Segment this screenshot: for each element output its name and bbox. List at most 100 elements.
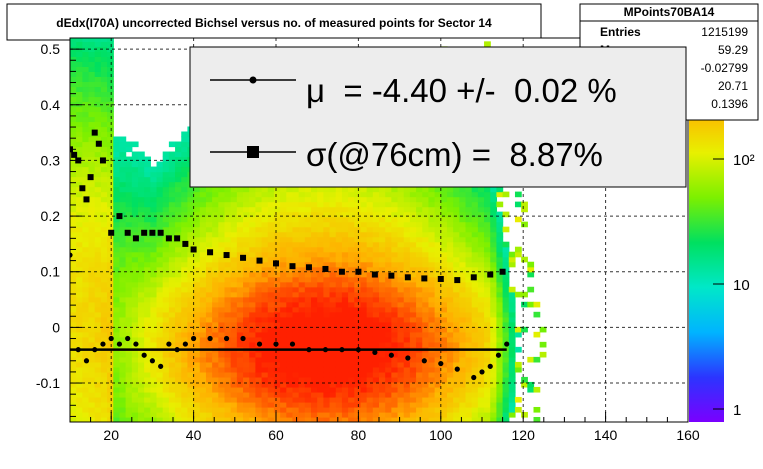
heatmap-cell bbox=[428, 336, 436, 343]
heatmap-cell bbox=[372, 376, 380, 383]
heatmap-cell bbox=[107, 216, 114, 223]
heatmap-cell bbox=[249, 311, 256, 318]
heatmap-cell bbox=[249, 286, 256, 293]
heatmap-cell bbox=[212, 196, 219, 203]
heatmap-cell bbox=[360, 216, 368, 223]
heatmap-cell bbox=[273, 271, 281, 278]
heatmap-cell bbox=[311, 281, 318, 288]
heatmap-cell bbox=[88, 121, 96, 128]
heatmap-cell bbox=[205, 376, 213, 383]
heatmap-cell bbox=[366, 411, 374, 418]
heatmap-cell bbox=[422, 371, 430, 378]
heatmap-cell bbox=[292, 326, 300, 333]
heatmap-cell bbox=[273, 216, 281, 223]
heatmap-cell bbox=[502, 381, 510, 388]
heatmap-cell bbox=[181, 166, 189, 173]
heatmap-cell bbox=[249, 321, 256, 328]
heatmap-cell bbox=[484, 276, 491, 283]
heatmap-cell bbox=[137, 381, 145, 388]
heatmap-cell bbox=[212, 356, 219, 363]
heatmap-cell bbox=[113, 246, 121, 253]
heatmap-cell bbox=[397, 196, 405, 203]
heatmap-cell bbox=[453, 196, 460, 203]
heatmap-cell bbox=[446, 361, 454, 368]
heatmap-cell bbox=[416, 191, 423, 198]
heatmap-cell bbox=[144, 236, 151, 243]
heatmap-cell bbox=[267, 331, 275, 338]
heatmap-cell bbox=[292, 286, 300, 293]
heatmap-cell bbox=[175, 291, 182, 298]
heatmap-cell bbox=[292, 351, 300, 358]
heatmap-cell bbox=[100, 136, 108, 143]
heatmap-cell bbox=[107, 366, 114, 373]
heatmap-cell bbox=[403, 221, 411, 228]
heatmap-cell bbox=[317, 381, 324, 388]
heatmap-cell bbox=[144, 206, 151, 213]
heatmap-cell bbox=[82, 326, 90, 333]
heatmap-cell bbox=[187, 301, 195, 308]
heatmap-cell bbox=[366, 391, 374, 398]
heatmap-cell bbox=[477, 311, 485, 318]
heatmap-cell bbox=[484, 406, 491, 413]
heatmap-cell bbox=[471, 256, 479, 263]
heatmap-cell bbox=[317, 221, 324, 228]
heatmap-cell bbox=[243, 241, 250, 248]
heatmap-cell bbox=[403, 296, 411, 303]
heatmap-cell bbox=[218, 356, 226, 363]
heatmap-cell bbox=[131, 166, 139, 173]
heatmap-cell bbox=[527, 301, 535, 308]
heatmap-cell bbox=[175, 406, 182, 413]
heatmap-cell bbox=[471, 221, 479, 228]
heatmap-cell bbox=[335, 316, 343, 323]
heatmap-cell bbox=[409, 411, 417, 418]
heatmap-cell bbox=[107, 191, 114, 198]
heatmap-cell bbox=[100, 131, 108, 138]
heatmap-cell bbox=[199, 326, 207, 333]
heatmap-cell bbox=[317, 246, 324, 253]
heatmap-cell bbox=[107, 201, 114, 208]
heatmap-cell bbox=[428, 361, 436, 368]
heatmap-cell bbox=[168, 256, 176, 263]
heatmap-cell bbox=[416, 286, 423, 293]
heatmap-cell bbox=[187, 396, 195, 403]
heatmap-cell bbox=[292, 316, 300, 323]
heatmap-cell bbox=[230, 261, 238, 268]
heatmap-cell bbox=[261, 186, 269, 193]
heatmap-cell bbox=[113, 201, 121, 208]
heatmap-cell bbox=[230, 286, 238, 293]
heatmap-cell bbox=[477, 201, 485, 208]
heatmap-cell bbox=[286, 196, 294, 203]
heatmap-cell bbox=[107, 176, 114, 183]
heatmap-cell bbox=[471, 401, 479, 408]
heatmap-cell bbox=[82, 166, 90, 173]
heatmap-cell bbox=[434, 381, 442, 388]
heatmap-cell bbox=[446, 241, 454, 248]
heatmap-cell bbox=[366, 281, 374, 288]
heatmap-cell bbox=[317, 226, 324, 233]
heatmap-cell bbox=[82, 411, 90, 418]
heatmap-cell bbox=[348, 321, 355, 328]
heatmap-cell bbox=[484, 201, 491, 208]
heatmap-cell bbox=[187, 326, 195, 333]
heatmap-cell bbox=[107, 251, 114, 258]
heatmap-cell bbox=[304, 396, 312, 403]
heatmap-cell bbox=[471, 241, 479, 248]
heatmap-cell bbox=[249, 291, 256, 298]
heatmap-cell bbox=[292, 416, 300, 422]
heatmap-cell bbox=[113, 206, 121, 213]
heatmap-cell bbox=[94, 266, 102, 273]
heatmap-cell bbox=[409, 366, 417, 373]
heatmap-cell bbox=[446, 291, 454, 298]
heatmap-cell bbox=[150, 296, 158, 303]
heatmap-cell bbox=[199, 196, 207, 203]
heatmap-cell bbox=[150, 251, 158, 258]
heatmap-cell bbox=[409, 326, 417, 333]
heatmap-cell bbox=[298, 301, 306, 308]
heatmap-cell bbox=[298, 321, 306, 328]
data-point-circle bbox=[339, 347, 345, 353]
heatmap-cell bbox=[119, 401, 127, 408]
heatmap-cell bbox=[88, 46, 96, 52]
heatmap-cell bbox=[335, 231, 343, 238]
heatmap-cell bbox=[100, 286, 108, 293]
heatmap-cell bbox=[236, 196, 244, 203]
